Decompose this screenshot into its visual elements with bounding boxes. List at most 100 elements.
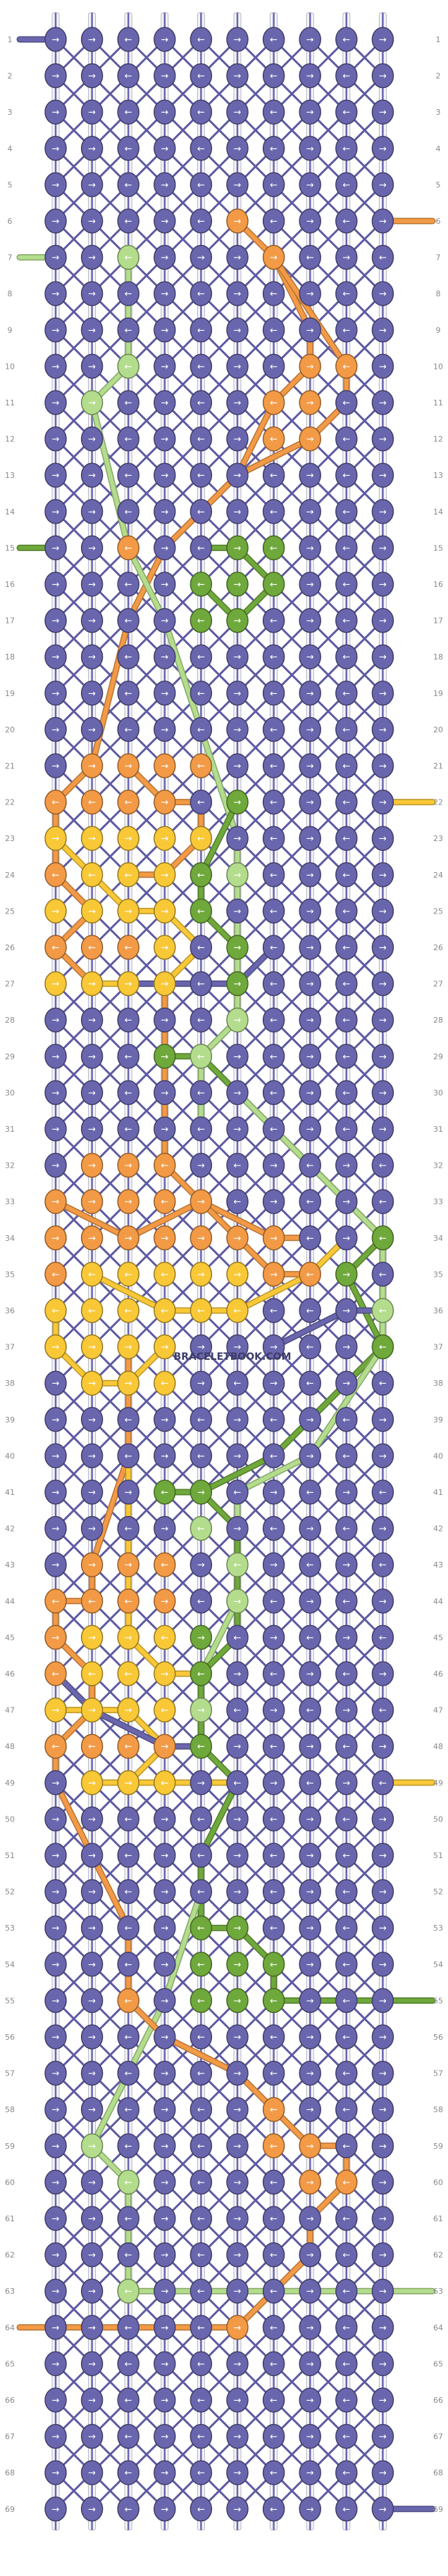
arrow-right-icon: →: [125, 1778, 132, 1788]
arrow-left-icon: ←: [270, 289, 278, 300]
knot: ←: [189, 1080, 213, 1106]
arrow-right-icon: →: [161, 1596, 168, 1607]
knot: →: [154, 2460, 176, 2485]
knot: ←: [335, 2278, 358, 2304]
knot: →: [335, 1298, 358, 1323]
knot: →: [299, 2315, 321, 2340]
knot: →: [226, 2097, 249, 2122]
knot: →: [226, 1843, 249, 1868]
knot: →: [154, 789, 176, 815]
knot: →: [44, 2024, 67, 2050]
knot: →: [299, 898, 321, 924]
knot: →: [335, 244, 358, 270]
arrow-right-icon: →: [342, 1161, 350, 1171]
knot: ←: [262, 2460, 285, 2485]
knot: →: [80, 1044, 104, 1069]
arrow-right-icon: →: [306, 616, 314, 626]
arrow-left-icon: ←: [342, 1088, 350, 1099]
knot: ←: [262, 644, 285, 669]
arrow-right-icon: →: [88, 1415, 96, 1425]
arrow-left-icon: ←: [125, 253, 132, 263]
arrow-left-icon: ←: [88, 1596, 96, 1607]
arrow-right-icon: →: [306, 1451, 314, 1462]
arrow-right-icon: →: [52, 1924, 60, 1934]
knot: ←: [335, 2097, 358, 2122]
knot: ←: [117, 63, 139, 89]
arrow-right-icon: →: [52, 507, 60, 517]
knot: →: [80, 1952, 104, 1977]
arrow-left-icon: ←: [125, 1088, 132, 1099]
row-number-right: 9: [436, 326, 441, 335]
knot: →: [226, 607, 249, 633]
knot: →: [226, 2133, 249, 2159]
knot: ←: [226, 1370, 249, 1396]
arrow-right-icon: →: [88, 108, 96, 118]
arrow-left-icon: ←: [197, 2141, 205, 2152]
knot: ←: [299, 1152, 321, 1178]
arrow-right-icon: →: [234, 907, 242, 917]
row-number-right: 21: [433, 762, 443, 771]
knot: →: [80, 753, 104, 778]
row-number-right: 46: [433, 1669, 443, 1679]
arrow-right-icon: →: [379, 108, 387, 118]
arrow-right-icon: →: [161, 2287, 168, 2297]
knot: →: [44, 2460, 67, 2485]
knot: ←: [117, 1806, 139, 1832]
knot: ←: [371, 1189, 394, 1214]
row-number-right: 54: [433, 1960, 443, 1969]
knot: →: [80, 2097, 104, 2122]
arrow-left-icon: ←: [197, 2396, 205, 2406]
knot: →: [371, 2315, 394, 2340]
row-number-left: 67: [5, 2432, 15, 2442]
arrow-right-icon: →: [88, 253, 96, 263]
knot: ←: [44, 1734, 67, 1759]
row-number-left: 5: [8, 180, 13, 189]
arrow-right-icon: →: [52, 580, 60, 591]
knot: →: [154, 1443, 176, 1469]
arrow-right-icon: →: [379, 688, 387, 699]
knot: →: [80, 1225, 104, 1251]
knot: →: [154, 136, 176, 161]
arrow-right-icon: →: [379, 2432, 387, 2442]
knot: →: [299, 136, 321, 161]
knot: ←: [189, 1661, 213, 1686]
knot: ←: [117, 1044, 139, 1069]
arrow-right-icon: →: [306, 1851, 314, 1862]
knot: ←: [189, 607, 213, 633]
arrow-right-icon: →: [52, 362, 60, 372]
knot: →: [80, 281, 104, 306]
knot: →: [371, 1661, 394, 1686]
arrow-left-icon: ←: [197, 1451, 205, 1462]
knot: ←: [335, 607, 358, 633]
knot: →: [80, 2496, 104, 2522]
row-number-right: 14: [433, 507, 443, 517]
arrow-right-icon: →: [161, 543, 168, 554]
arrow-left-icon: ←: [125, 2141, 132, 2152]
knot: →: [371, 2278, 394, 2304]
knot: ←: [154, 1479, 176, 1505]
knot: →: [299, 1734, 321, 1759]
arrow-left-icon: ←: [342, 1887, 350, 1898]
knot: →: [80, 971, 104, 997]
knot: →: [371, 753, 394, 778]
arrow-left-icon: ←: [379, 253, 387, 263]
knot: →: [117, 1370, 139, 1396]
arrow-right-icon: →: [52, 616, 60, 626]
arrow-left-icon: ←: [125, 217, 132, 227]
knot: →: [371, 2460, 394, 2485]
arrow-right-icon: →: [306, 398, 314, 409]
arrow-left-icon: ←: [270, 2105, 278, 2116]
knot: →: [154, 681, 176, 706]
knot: →: [154, 1661, 176, 1686]
arrow-right-icon: →: [379, 543, 387, 554]
knot: ←: [299, 244, 321, 270]
arrow-left-icon: ←: [342, 725, 350, 735]
arrow-left-icon: ←: [161, 1161, 168, 1171]
arrow-right-icon: →: [197, 1342, 205, 1353]
arrow-left-icon: ←: [342, 2141, 350, 2152]
knot: →: [44, 1189, 67, 1214]
knot: ←: [335, 390, 358, 415]
arrow-right-icon: →: [379, 471, 387, 481]
knot: →: [189, 1370, 213, 1396]
knot: →: [44, 1770, 67, 1795]
